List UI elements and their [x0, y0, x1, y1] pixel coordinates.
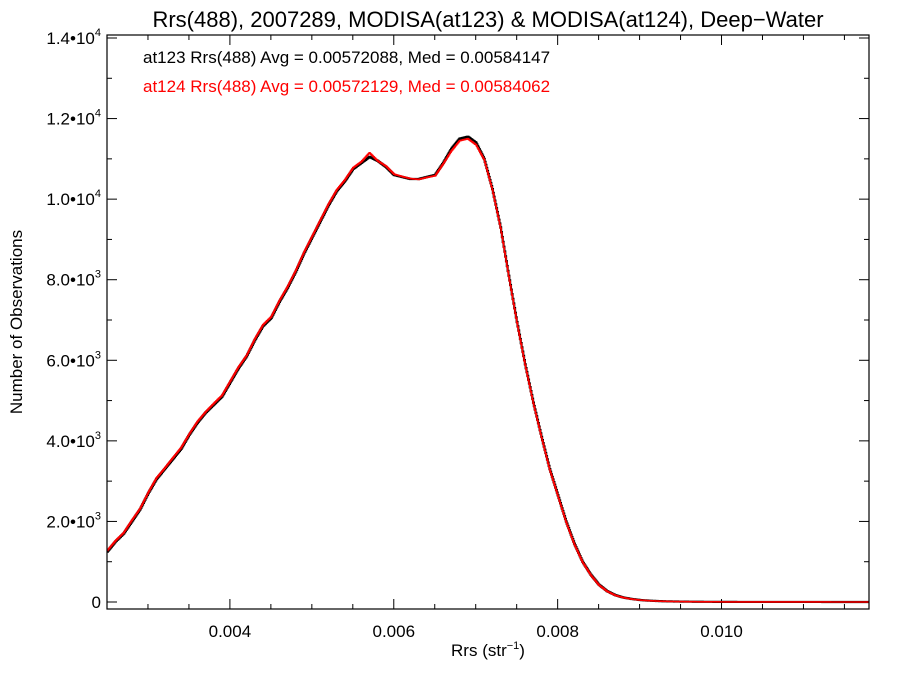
x-axis-title-base: Rrs (str	[451, 641, 507, 660]
y-tick-exponent: 4	[95, 108, 101, 120]
y-tick-exponent: 3	[95, 430, 101, 442]
x-axis-title-end: )	[519, 641, 525, 660]
y-tick-mantissa: 1.2•10	[46, 110, 95, 129]
y-tick-exponent: 3	[95, 510, 101, 522]
y-tick-label: 1.2•104	[46, 108, 101, 129]
x-axis-title: Rrs (str−1)	[451, 640, 525, 660]
y-tick-label: 1.4•104	[46, 27, 101, 48]
plot-frame	[106, 34, 870, 610]
x-tick-label: 0.008	[536, 622, 579, 641]
y-tick-label: 6.0•103	[46, 349, 101, 370]
x-tick-label: 0.006	[373, 622, 416, 641]
y-tick-label: 0	[92, 593, 101, 612]
y-tick-mantissa: 1.4•10	[46, 29, 95, 48]
series-0-line	[107, 135, 869, 604]
x-axis-title-sup: −1	[507, 640, 520, 652]
y-axis-title: Number of Observations	[7, 230, 26, 414]
y-tick-label: 8.0•103	[46, 269, 101, 290]
series-1-line	[107, 137, 869, 603]
y-tick-mantissa: 1.0•10	[46, 190, 95, 209]
y-tick-mantissa: 8.0•10	[46, 271, 95, 290]
y-tick-exponent: 3	[95, 269, 101, 281]
y-tick-mantissa: 4.0•10	[46, 432, 95, 451]
y-tick-mantissa: 0	[92, 593, 101, 612]
x-axis-ticks: 0.004 0.006 0.008 0.010	[106, 35, 845, 641]
y-tick-label: 1.0•104	[46, 188, 101, 209]
x-tick-label: 0.004	[209, 622, 252, 641]
y-tick-mantissa: 6.0•10	[46, 351, 95, 370]
annotation-at123: at123 Rrs(488) Avg = 0.00572088, Med = 0…	[143, 48, 550, 67]
chart-title: Rrs(488), 2007289, MODISA(at123) & MODIS…	[152, 7, 823, 32]
y-tick-exponent: 4	[95, 188, 101, 200]
y-tick-exponent: 4	[95, 27, 101, 39]
series-layer	[107, 135, 869, 604]
x-tick-label: 0.010	[700, 622, 743, 641]
y-tick-exponent: 3	[95, 349, 101, 361]
annotation-at124: at124 Rrs(488) Avg = 0.00572129, Med = 0…	[143, 77, 550, 96]
y-tick-mantissa: 2.0•10	[46, 512, 95, 531]
y-tick-label: 2.0•103	[46, 510, 101, 531]
y-axis-ticks: 02.0•1034.0•1036.0•1038.0•1031.0•1041.2•…	[46, 27, 869, 612]
y-tick-label: 4.0•103	[46, 430, 101, 451]
